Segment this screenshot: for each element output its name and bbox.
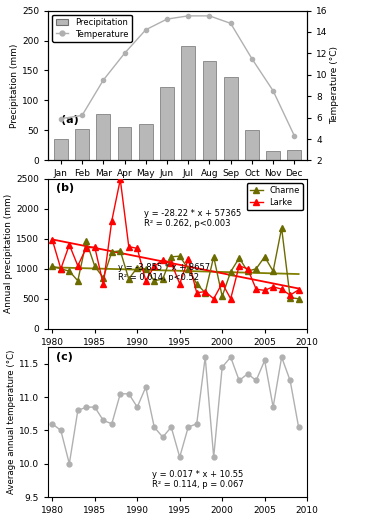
Bar (266, 151, 280, 160)
Y-axis label: Temperature (°C): Temperature (°C) (330, 46, 339, 125)
Bar (139, 124, 153, 160)
Bar (75, 129, 89, 160)
Text: y = 0.017 * x + 10.55
R² = 0.114, p = 0.067: y = 0.017 * x + 10.55 R² = 0.114, p = 0.… (152, 470, 243, 490)
Text: y = -28.22 * x + 57365
R² = 0.262, p<0.003: y = -28.22 * x + 57365 R² = 0.262, p<0.0… (144, 209, 241, 228)
Bar (97, 114, 110, 160)
Bar (202, 62, 216, 160)
Bar (245, 130, 259, 160)
Legend: Precipitation, Temperature: Precipitation, Temperature (52, 15, 132, 42)
Y-axis label: Average annual temperature (°C): Average annual temperature (°C) (7, 350, 16, 494)
Y-axis label: Precipitation (mm): Precipitation (mm) (10, 43, 19, 128)
Bar (160, 87, 174, 160)
Bar (118, 127, 131, 160)
Bar (181, 46, 195, 160)
Text: (a): (a) (61, 116, 79, 126)
Legend: Charne, Larke: Charne, Larke (247, 183, 303, 210)
Bar (54, 139, 68, 160)
Text: (c): (c) (56, 352, 73, 362)
Bar (287, 149, 301, 160)
Text: y = -3.855 * x + 8657
R² = 0.014, p<0.52: y = -3.855 * x + 8657 R² = 0.014, p<0.52 (118, 263, 210, 282)
Bar (224, 77, 238, 160)
Y-axis label: Annual precipitation (mm): Annual precipitation (mm) (4, 194, 13, 313)
Text: (b): (b) (56, 184, 74, 194)
